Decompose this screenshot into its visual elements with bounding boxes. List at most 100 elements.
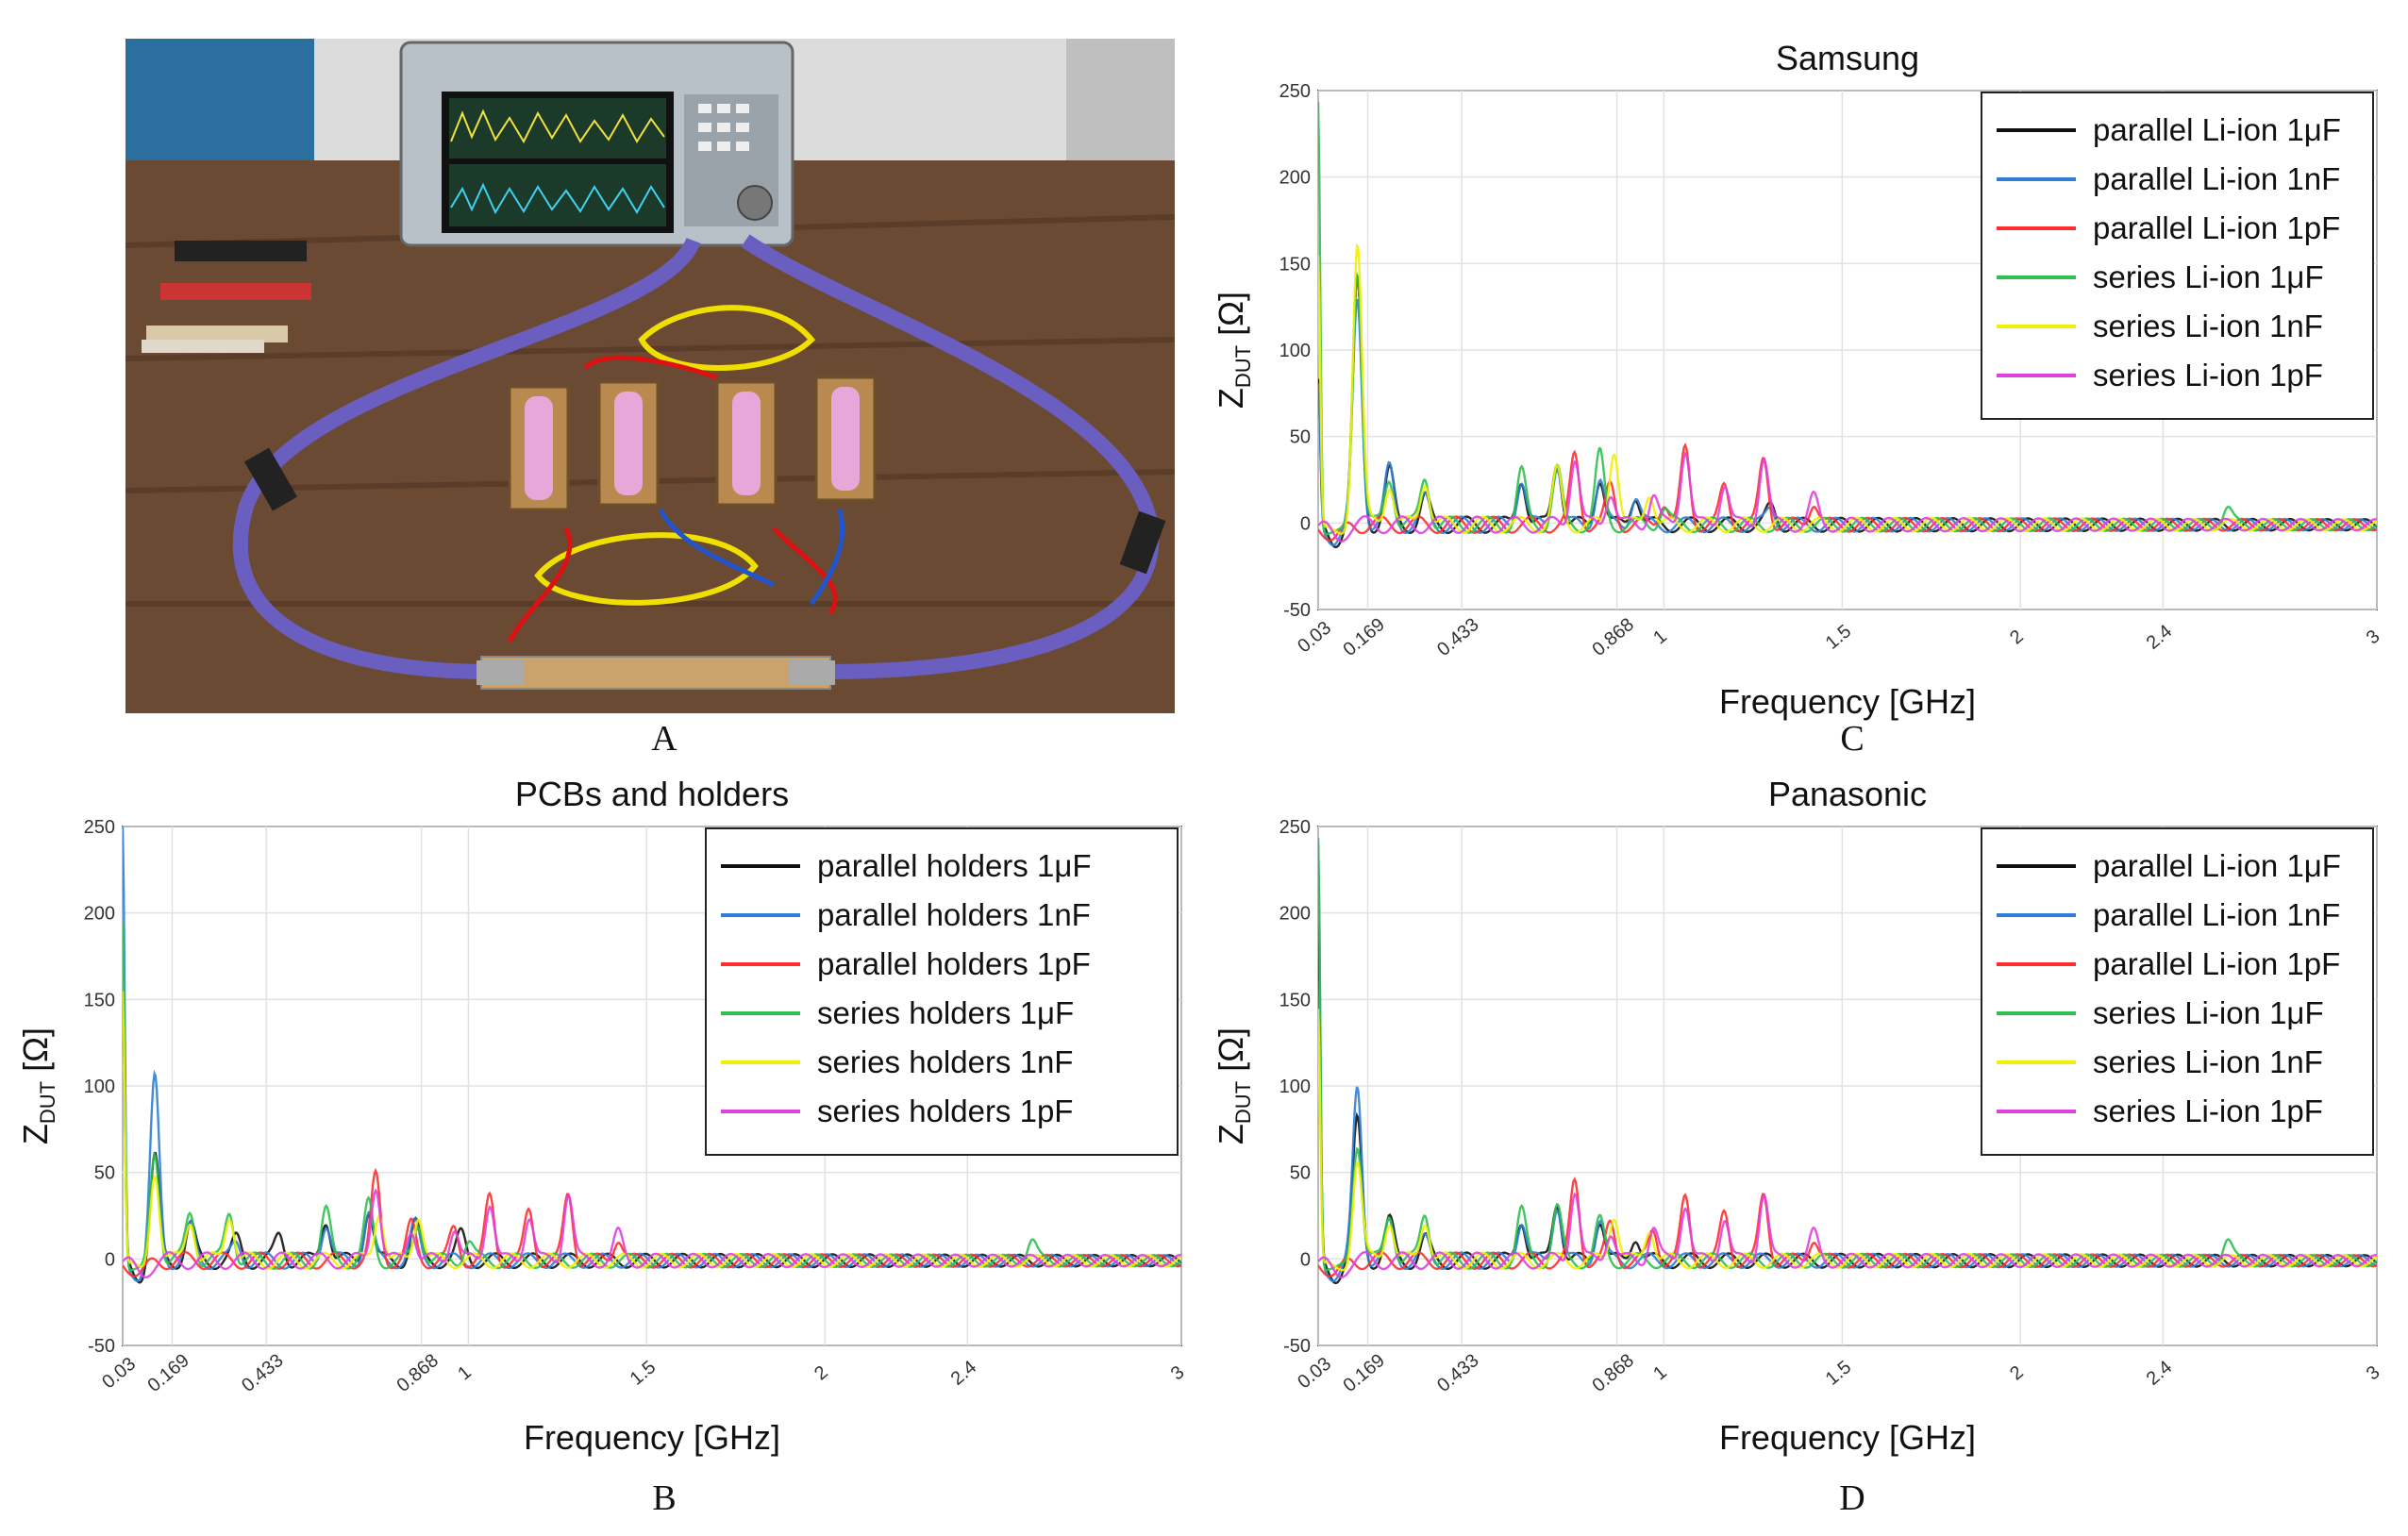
x-tick-label: 0.433 (1433, 1350, 1482, 1396)
panel-label-b: B (652, 1478, 676, 1518)
legend-entry: series Li-ion 1pF (2093, 358, 2323, 392)
y-tick-label: 0 (1300, 513, 1311, 534)
legend-entry: parallel holders 1nF (817, 897, 1091, 932)
panel-label-d: D (1839, 1478, 1865, 1518)
y-tick-label: 150 (84, 990, 115, 1010)
legend-box (705, 827, 1179, 1156)
y-tick-label: -50 (1283, 600, 1311, 621)
series-line (123, 993, 1181, 1284)
y-tick-label: 200 (1279, 904, 1311, 925)
x-tick-label: 1.5 (627, 1357, 660, 1390)
x-tick-label: 2 (2006, 1361, 2028, 1384)
legend-entry: series Li-ion 1μF (2093, 995, 2324, 1030)
series-line (1318, 837, 2377, 1272)
chart-title: PCBs and holders (515, 775, 789, 813)
x-tick-label: 3 (2363, 626, 2384, 648)
x-axis-label: Frequency [GHz] (1719, 682, 1976, 721)
series-traces (123, 826, 1181, 1284)
series-line (123, 1188, 1181, 1279)
legend-entry: parallel holders 1pF (817, 946, 1091, 981)
chart-pcbs-and-holders: PCBs and holders 0.03 0.169 0.433 0.868 1 1.5 2… (16, 775, 1188, 1457)
series-line (1318, 298, 2377, 547)
x-axis-label: Frequency [GHz] (1719, 1418, 1976, 1457)
legend-entry: parallel Li-ion 1μF (2093, 112, 2341, 147)
x-tick-label: 1 (1649, 1361, 1671, 1384)
y-tick-label: 0 (1300, 1249, 1311, 1270)
y-tick-label: 100 (1279, 1077, 1311, 1097)
series-traces (1318, 101, 2377, 549)
series-line (1318, 924, 2377, 1285)
x-tick-label: 1.5 (1822, 1357, 1855, 1390)
y-tick-label: 200 (84, 904, 115, 925)
x-tick-label: 0.169 (1339, 614, 1388, 660)
x-tick-label: 0.868 (1588, 1350, 1637, 1396)
chart-panasonic: Panasonic 0.03 0.169 0.433 0.868 1 1.5 2 2.4 3 -50… (1212, 775, 2383, 1457)
series-line (1318, 242, 2377, 535)
x-tick-label: 0.03 (1294, 617, 1335, 657)
legend-entry: parallel Li-ion 1pF (2093, 946, 2340, 981)
chart-samsung: Samsung 0.03 0.169 0.433 0.868 1 1.5 2 2.4 3 -50 0 5… (1212, 39, 2383, 721)
y-tick-label: -50 (1283, 1336, 1311, 1357)
yellow-wire-top (638, 305, 816, 371)
x-tick-label: 0.03 (98, 1353, 140, 1393)
legend: parallel Li-ion 1μF parallel Li-ion 1nF pa… (1981, 827, 2374, 1156)
x-tick-label: 2.4 (2143, 1357, 2176, 1390)
series-line (1318, 1193, 2377, 1279)
y-tick-label: 150 (1279, 254, 1311, 275)
y-tick-label: 50 (94, 1163, 115, 1184)
lab-setup-illustration (125, 39, 1175, 713)
y-tick-label: -50 (88, 1336, 115, 1357)
series-line (123, 991, 1181, 1270)
x-tick-label: 2 (811, 1361, 832, 1384)
legend-entry: series holders 1μF (817, 995, 1074, 1030)
y-axis-label: ZDUT [Ω] (1212, 1027, 1255, 1144)
test-fixture-pcb (480, 656, 831, 690)
yellow-wire-bottom (534, 532, 759, 606)
y-tick-label: 100 (84, 1077, 115, 1097)
blue-leads (658, 508, 845, 606)
legend-entry: series holders 1nF (817, 1044, 1073, 1079)
y-tick-label: 50 (1290, 427, 1311, 448)
series-line (123, 826, 1181, 1282)
y-tick-label: 250 (1279, 81, 1311, 102)
rf-cable-left (232, 237, 701, 679)
legend-entry: series Li-ion 1nF (2093, 309, 2323, 343)
series-line (123, 924, 1181, 1272)
y-tick-label: 50 (1290, 1163, 1311, 1184)
legend-entry: parallel Li-ion 1pF (2093, 210, 2340, 245)
red-leads (507, 355, 838, 643)
y-tick-label: 0 (105, 1249, 115, 1270)
legend-entry: parallel Li-ion 1nF (2093, 897, 2340, 932)
x-tick-label: 2.4 (947, 1357, 980, 1390)
y-axis-label: ZDUT [Ω] (1212, 292, 1255, 409)
battery-holders (508, 376, 877, 511)
network-analyzer (399, 41, 794, 247)
legend: parallel holders 1μF parallel holders 1nF… (705, 827, 1179, 1156)
wall-panel (125, 39, 314, 180)
chart-title: Samsung (1776, 39, 1919, 77)
x-tick-label: 1 (454, 1361, 476, 1384)
y-tick-label: 100 (1279, 341, 1311, 361)
panel-label-c: C (1840, 719, 1864, 759)
x-tick-label: 0.433 (1433, 614, 1482, 660)
y-tick-label: 150 (1279, 990, 1311, 1010)
x-tick-label: 2 (2006, 626, 2028, 648)
panel-label-a: A (651, 719, 677, 759)
x-tick-label: 0.169 (143, 1350, 192, 1396)
panel-a-photo (125, 39, 1175, 713)
legend-entry: parallel Li-ion 1μF (2093, 848, 2341, 883)
series-traces (1318, 837, 2377, 1285)
y-tick-label: 250 (84, 817, 115, 838)
x-tick-label: 0.868 (393, 1350, 442, 1396)
legend-box (1981, 92, 2374, 420)
legend-entry: series Li-ion 1pF (2093, 1094, 2323, 1128)
series-line (1318, 451, 2377, 543)
wall-partition (1066, 39, 1175, 180)
x-tick-label: 0.03 (1294, 1353, 1335, 1393)
legend-entry: parallel holders 1μF (817, 848, 1092, 883)
x-tick-label: 0.169 (1339, 1350, 1388, 1396)
y-tick-label: 250 (1279, 817, 1311, 838)
series-line (1318, 275, 2377, 549)
series-line (1318, 101, 2377, 536)
series-line (1318, 843, 2377, 1283)
